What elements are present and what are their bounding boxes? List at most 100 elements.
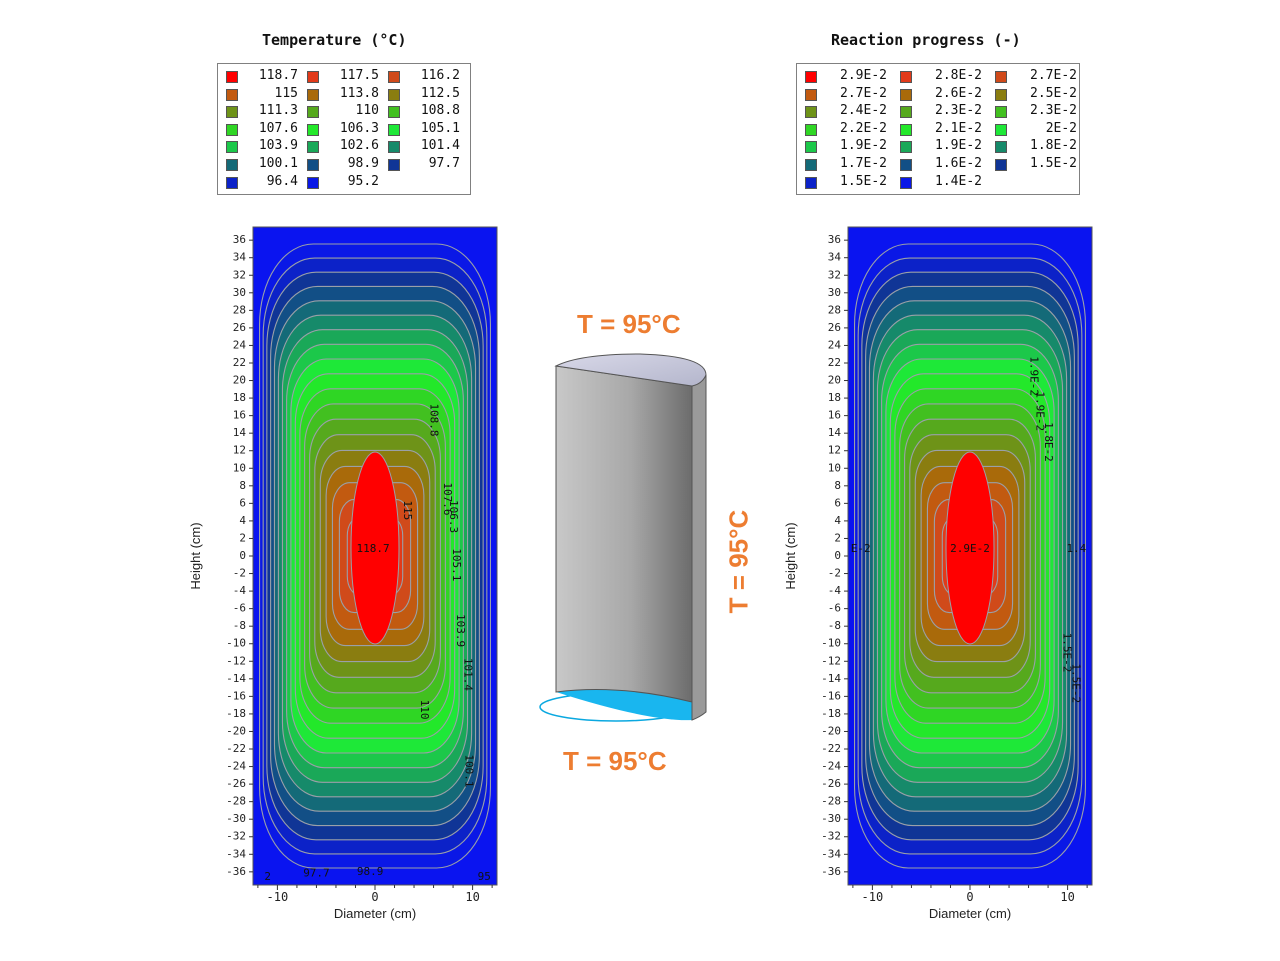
legend-entry: 108.8 [388, 103, 460, 119]
legend-entry: 1.6E-2 [900, 156, 982, 172]
legend-swatch [307, 176, 319, 189]
reaction-contour-label: 1.9E-2 [1027, 356, 1040, 396]
temperature-contour-label: 95 [478, 870, 491, 883]
legend-entry: 105.1 [388, 121, 460, 137]
legend-entry: 100.1 [226, 156, 298, 172]
legend-swatch [900, 176, 912, 189]
legend-entry: 118.7 [226, 68, 298, 84]
legend-entry: 1.4E-2 [900, 174, 982, 190]
legend-label: 1.9E-2 [840, 138, 887, 154]
legend-swatch [995, 106, 1007, 119]
temperature-contour-label: 108.8 [428, 403, 441, 436]
legend-label: 107.6 [258, 120, 298, 136]
legend-entry: 1.9E-2 [805, 138, 887, 154]
reaction-y-tick-label: 2 [834, 531, 841, 544]
legend-label: 113.8 [339, 85, 379, 101]
reaction-y-tick-label: 14 [828, 426, 842, 439]
legend-label: 102.6 [339, 138, 379, 154]
reaction-x-tick-label: -10 [862, 890, 884, 904]
legend-swatch [900, 123, 912, 136]
bottom-face [556, 689, 692, 721]
legend-label: 95.2 [347, 173, 379, 189]
reaction-y-tick-label: -12 [821, 654, 841, 667]
temperature-y-tick-label: 30 [233, 286, 246, 299]
reaction-y-tick-label: 18 [828, 391, 841, 404]
legend-swatch [226, 71, 238, 83]
top-boundary-label: T = 95°C [577, 309, 681, 339]
legend-label: 118.7 [258, 68, 298, 83]
legend-swatch [995, 88, 1007, 101]
legend-swatch [307, 141, 319, 154]
temperature-title: Temperature (°C) [262, 31, 407, 49]
reaction-x-tick-label: 0 [966, 890, 973, 904]
legend-entry: 111.3 [226, 103, 298, 119]
legend-swatch [307, 71, 319, 83]
legend-label: 2.6E-2 [935, 85, 982, 101]
legend-swatch [900, 106, 912, 119]
reaction-contours [848, 227, 1092, 885]
legend-swatch [805, 176, 817, 189]
temperature-y-tick-label: 28 [233, 303, 246, 316]
legend-label: 112.5 [420, 85, 460, 101]
top-face [554, 353, 707, 387]
legend-label: 100.1 [258, 156, 298, 171]
legend-entry: 2.6E-2 [900, 86, 982, 102]
legend-swatch [307, 106, 319, 119]
legend-swatch [900, 88, 912, 101]
legend-label: 2E-2 [1045, 120, 1077, 136]
legend-label: 116.2 [420, 68, 460, 83]
reaction-x-axis-label: Diameter (cm) [929, 906, 1011, 921]
legend-swatch [805, 141, 817, 154]
legend-swatch [226, 159, 238, 171]
legend-swatch [226, 106, 238, 119]
reaction-y-axis-label: Height (cm) [783, 522, 798, 589]
temperature-y-tick-label: 8 [239, 479, 246, 492]
temperature-y-tick-label: -26 [226, 777, 246, 790]
legend-swatch [805, 106, 817, 119]
temperature-y-tick-label: -16 [226, 689, 246, 702]
legend-entry: 2.5E-2 [995, 86, 1077, 102]
temperature-x-axis-label: Diameter (cm) [334, 906, 416, 921]
reaction-y-tick-label: 32 [828, 268, 841, 281]
legend-swatch [388, 71, 400, 83]
temperature-legend: 118.7 117.5 116.2 115 113.8 112.5 111.3 110 108.… [217, 63, 471, 195]
reaction-contour-label: 1.5E-2 [1069, 663, 1082, 703]
legend-entry: 2.7E-2 [995, 68, 1077, 84]
temperature-y-tick-label: -34 [226, 847, 246, 860]
legend-entry: 112.5 [388, 86, 460, 102]
bottom-boundary-label: T = 95°C [563, 746, 667, 776]
legend-label: 2.1E-2 [935, 120, 982, 136]
reaction-progress-contour-plot: 2.9E-21.9E-21.9E-21.8E-21.4E-21.5E-21.5E… [783, 226, 1093, 921]
legend-entry: 102.6 [307, 138, 379, 154]
temperature-y-tick-label: -8 [233, 619, 246, 632]
legend-entry: 1.8E-2 [995, 138, 1077, 154]
reaction-y-tick-label: 4 [834, 514, 841, 527]
reaction-y-tick-label: 28 [828, 303, 841, 316]
temperature-y-tick-label: 34 [233, 251, 247, 264]
legend-entry: 1.5E-2 [805, 174, 887, 190]
temperature-y-tick-label: 6 [239, 496, 246, 509]
temperature-x-tick-label: 0 [371, 890, 378, 904]
reaction-y-tick-label: 30 [828, 286, 841, 299]
legend-label: 2.3E-2 [935, 103, 982, 119]
temperature-y-tick-label: 12 [233, 444, 246, 457]
temperature-contour-label: 106.3 [447, 500, 460, 533]
legend-entry: 2.8E-2 [900, 68, 982, 84]
legend-swatch [995, 71, 1007, 83]
reaction-contour-label: 1.9E-2 [1033, 391, 1046, 431]
temperature-y-tick-label: -6 [233, 602, 246, 615]
temperature-y-tick-label: 26 [233, 321, 246, 334]
legend-swatch [995, 123, 1007, 136]
legend-swatch [995, 159, 1007, 171]
legend-swatch [805, 88, 817, 101]
legend-entry: 97.7 [388, 156, 460, 172]
reaction-y-tick-label: -34 [821, 847, 841, 860]
temperature-contour-label: 110 [418, 700, 431, 720]
legend-entry: 2.4E-2 [805, 103, 887, 119]
reaction-y-tick-label: -16 [821, 689, 841, 702]
legend-label: 98.9 [347, 156, 379, 171]
temperature-contour-label: 97.7 [303, 867, 330, 880]
legend-label: 106.3 [339, 120, 379, 136]
legend-entry: 2.9E-2 [805, 68, 887, 84]
reaction-contour-core [945, 451, 995, 645]
